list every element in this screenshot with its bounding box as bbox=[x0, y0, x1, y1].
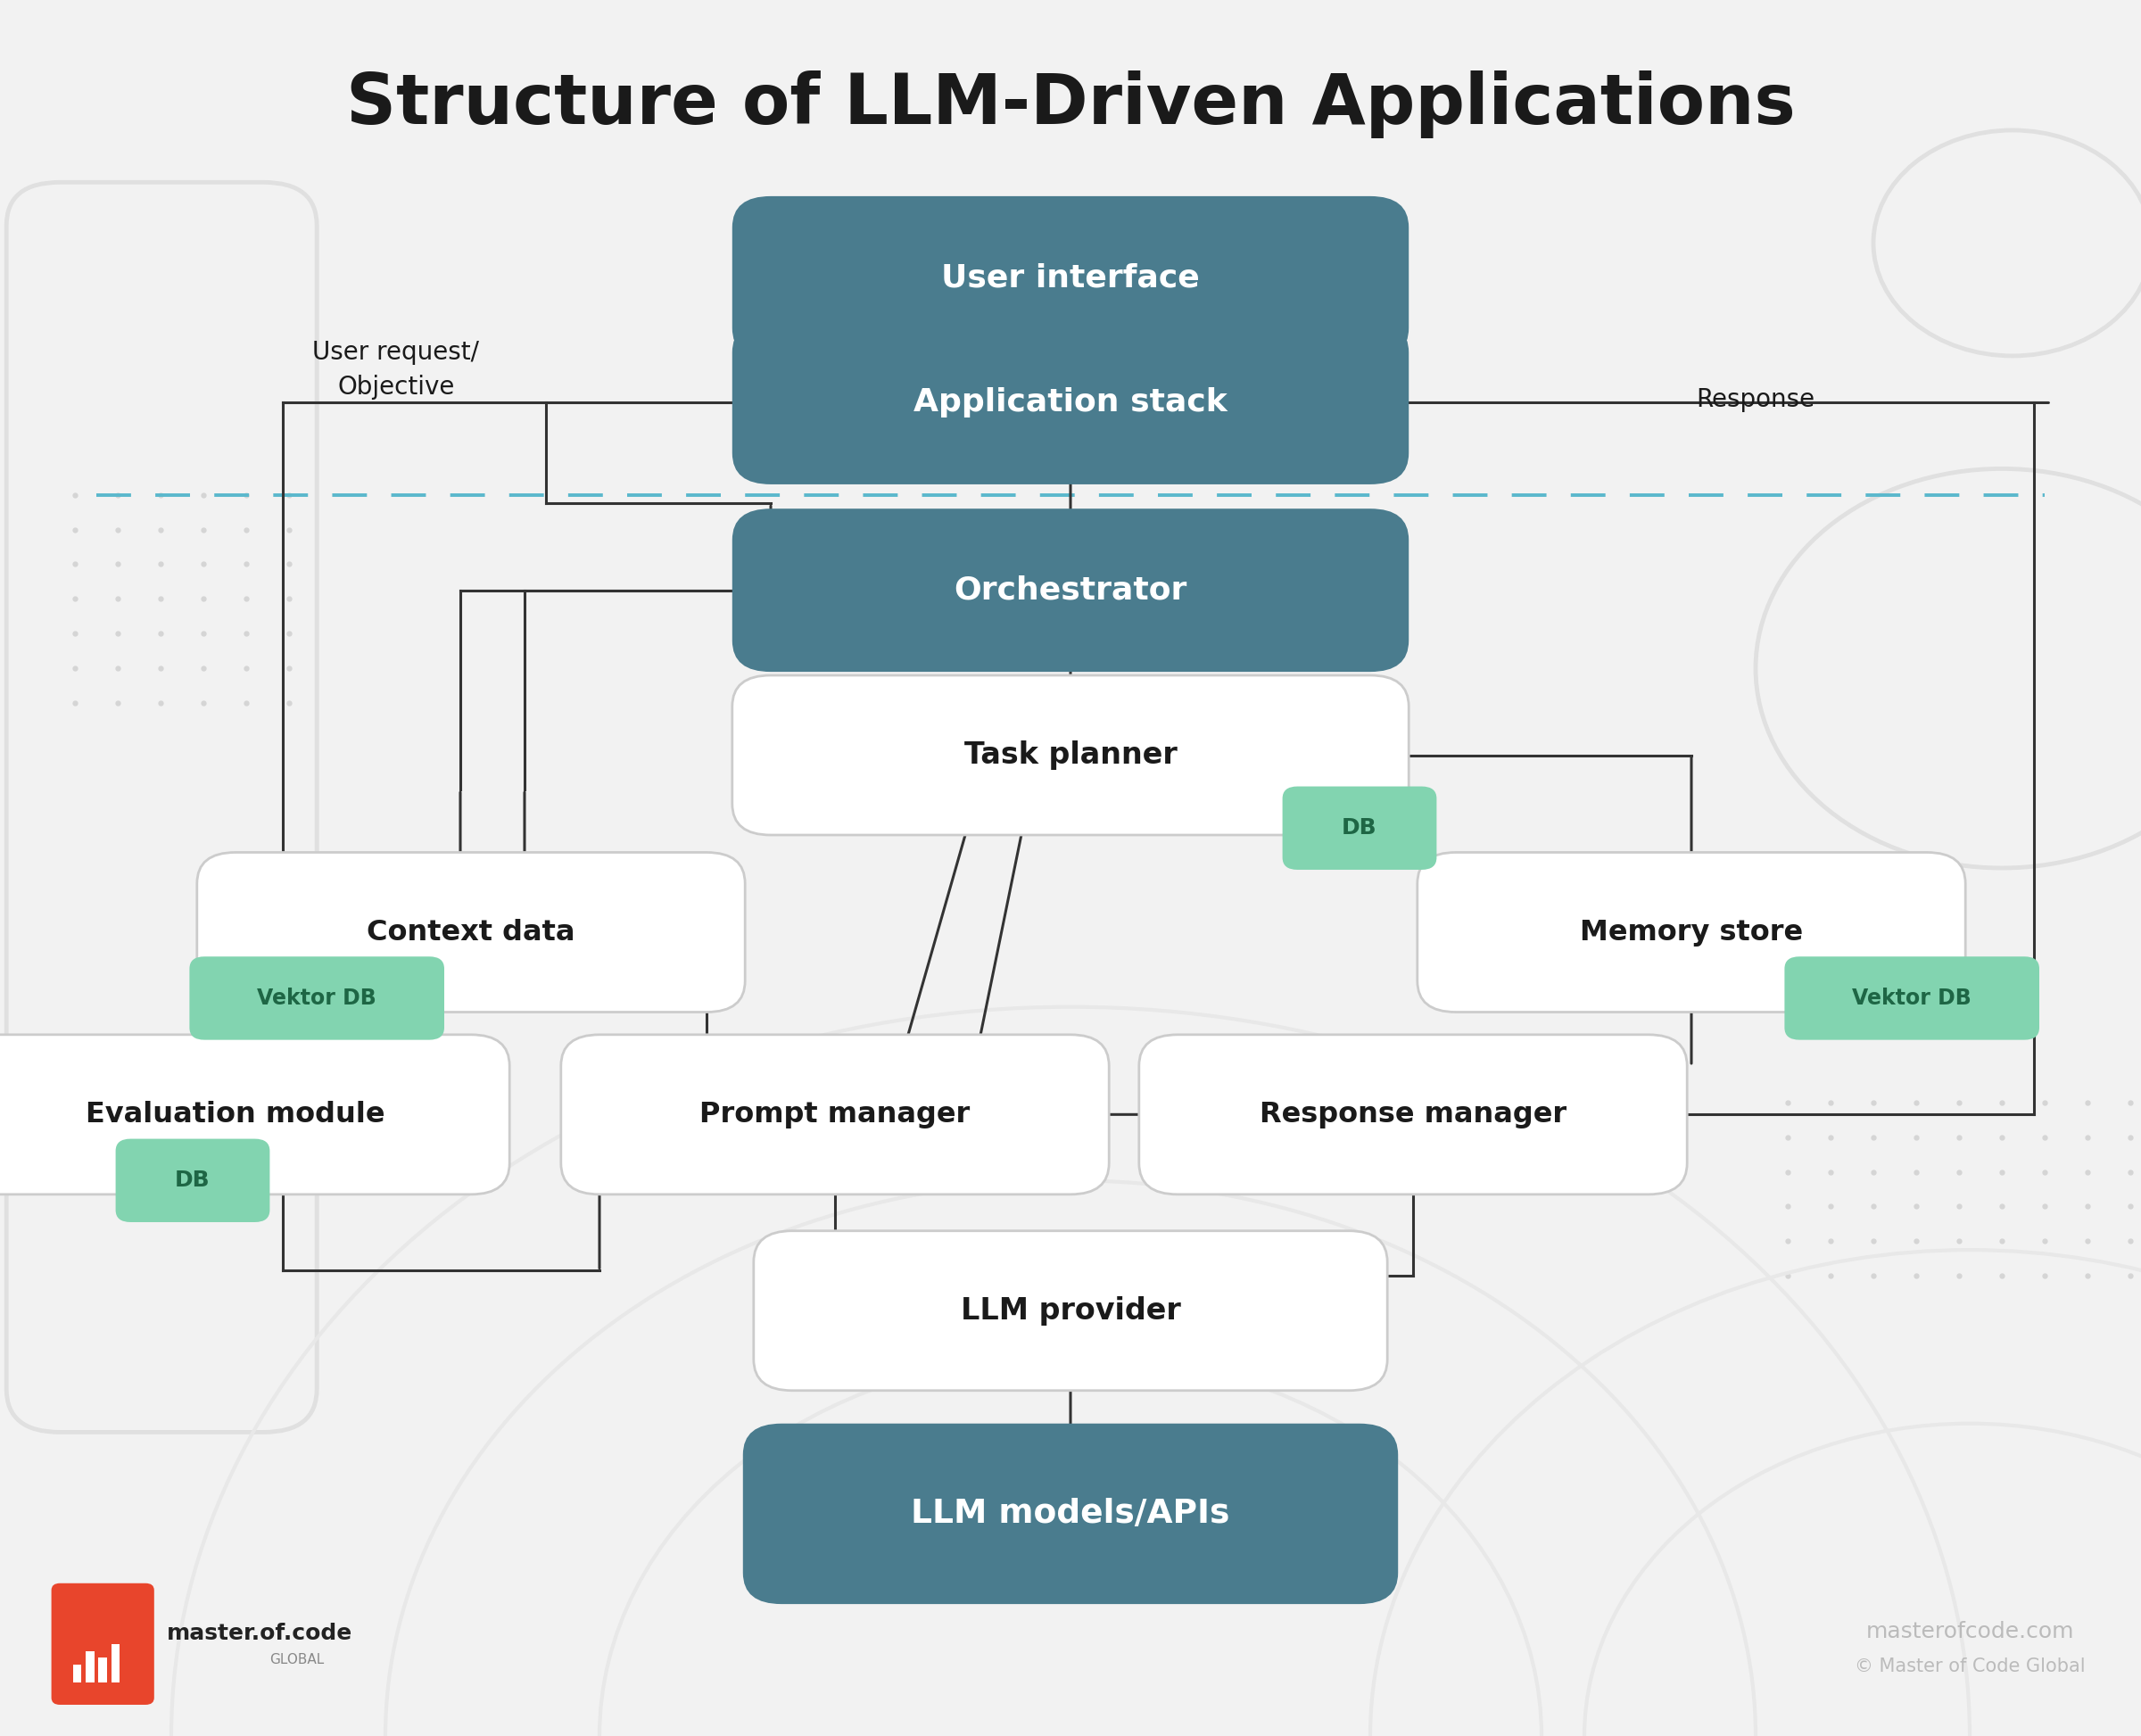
Text: Task planner: Task planner bbox=[963, 741, 1178, 769]
Text: User request/
Objective: User request/ Objective bbox=[313, 340, 480, 399]
FancyBboxPatch shape bbox=[732, 196, 1409, 359]
Text: master.of.code: master.of.code bbox=[167, 1623, 353, 1644]
Text: Prompt manager: Prompt manager bbox=[700, 1101, 970, 1128]
FancyBboxPatch shape bbox=[1282, 786, 1437, 870]
FancyBboxPatch shape bbox=[188, 957, 445, 1040]
Text: Vektor DB: Vektor DB bbox=[1852, 988, 1972, 1009]
FancyBboxPatch shape bbox=[754, 1231, 1387, 1391]
FancyBboxPatch shape bbox=[1139, 1035, 1687, 1194]
Text: © Master of Code Global: © Master of Code Global bbox=[1854, 1658, 2085, 1675]
FancyBboxPatch shape bbox=[1417, 852, 1965, 1012]
FancyBboxPatch shape bbox=[0, 1035, 510, 1194]
FancyBboxPatch shape bbox=[116, 1139, 270, 1222]
FancyBboxPatch shape bbox=[743, 1424, 1398, 1604]
FancyBboxPatch shape bbox=[51, 1583, 154, 1705]
FancyBboxPatch shape bbox=[73, 1665, 81, 1682]
Text: LLM models/APIs: LLM models/APIs bbox=[912, 1498, 1229, 1529]
Text: Vektor DB: Vektor DB bbox=[257, 988, 377, 1009]
Text: Response: Response bbox=[1696, 387, 1816, 411]
FancyBboxPatch shape bbox=[111, 1644, 120, 1682]
Text: Memory store: Memory store bbox=[1580, 918, 1803, 946]
Text: DB: DB bbox=[1342, 818, 1377, 838]
Text: Structure of LLM-Driven Applications: Structure of LLM-Driven Applications bbox=[347, 69, 1794, 139]
FancyBboxPatch shape bbox=[1786, 957, 2038, 1040]
Text: User interface: User interface bbox=[942, 262, 1199, 293]
Text: DB: DB bbox=[176, 1170, 210, 1191]
Text: Response manager: Response manager bbox=[1259, 1101, 1567, 1128]
Text: GLOBAL: GLOBAL bbox=[270, 1653, 325, 1667]
Text: masterofcode.com: masterofcode.com bbox=[1865, 1621, 2075, 1642]
FancyBboxPatch shape bbox=[561, 1035, 1109, 1194]
Text: Application stack: Application stack bbox=[914, 387, 1227, 418]
Text: Context data: Context data bbox=[366, 918, 576, 946]
FancyBboxPatch shape bbox=[197, 852, 745, 1012]
FancyBboxPatch shape bbox=[98, 1658, 107, 1682]
FancyBboxPatch shape bbox=[732, 321, 1409, 484]
Text: Orchestrator: Orchestrator bbox=[955, 575, 1186, 606]
FancyBboxPatch shape bbox=[732, 675, 1409, 835]
FancyBboxPatch shape bbox=[732, 509, 1409, 672]
Text: LLM provider: LLM provider bbox=[961, 1297, 1180, 1325]
Text: Evaluation module: Evaluation module bbox=[86, 1101, 385, 1128]
FancyBboxPatch shape bbox=[86, 1651, 94, 1682]
